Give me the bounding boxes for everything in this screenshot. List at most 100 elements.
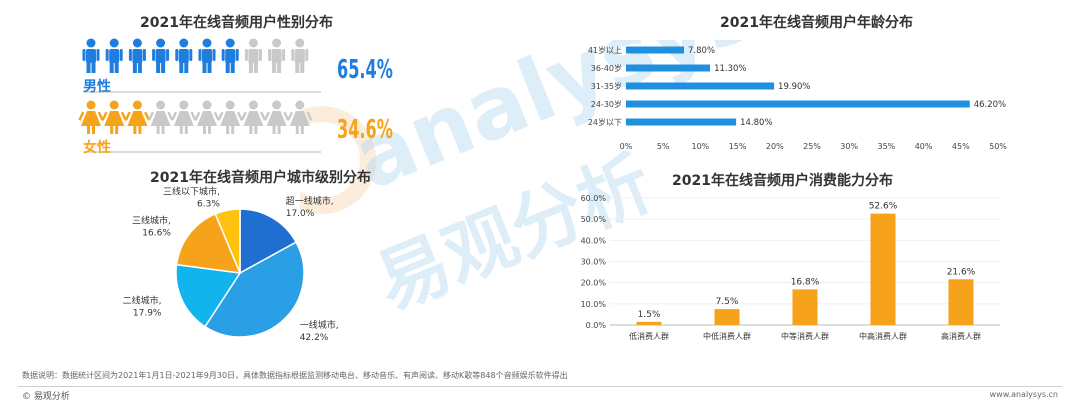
- pie-value-label: 6.3%: [197, 200, 220, 210]
- consumption-bar: [636, 321, 662, 325]
- age-value-label: 14.80%: [740, 118, 772, 128]
- male-person-icon: [268, 38, 286, 73]
- consumption-category-label: 中低消费人群: [703, 331, 751, 341]
- consumption-category-label: 高消费人群: [941, 331, 981, 341]
- consumption-value-label: 1.5%: [638, 310, 661, 320]
- age-x-tick: 50%: [989, 142, 1007, 151]
- consumption-value-label: 16.8%: [791, 277, 820, 287]
- male-label: 男性: [83, 78, 111, 95]
- male-person-icon: [105, 38, 123, 73]
- age-category-label: 24-30岁: [591, 99, 622, 109]
- consumption-y-tick: 30.0%: [581, 258, 607, 267]
- consumption-y-tick: 20.0%: [581, 279, 607, 288]
- pie-label: 三线城市,: [132, 215, 171, 227]
- age-category-label: 36-40岁: [591, 63, 622, 73]
- consumption-value-label: 52.6%: [869, 202, 898, 212]
- age-value-label: 7.80%: [688, 46, 715, 56]
- consumption-y-tick: 60.0%: [581, 194, 607, 203]
- male-person-icon: [152, 38, 170, 73]
- pie-slice: [239, 208, 298, 275]
- age-x-tick: 10%: [692, 142, 710, 151]
- pie-value-label: 17.0%: [286, 209, 315, 219]
- female-icon-row: [78, 100, 313, 134]
- age-x-tick: 30%: [840, 142, 858, 151]
- age-category-label: 41岁以上: [588, 45, 622, 55]
- consumption-value-label: 21.6%: [947, 267, 976, 277]
- city-tier-title: 2021年在线音频用户城市级别分布: [150, 170, 371, 186]
- city-tier-pie-chart: 超一线城市, 17.0% 一线城市, 42.2% 二线城市, 17.9% 三线城市, 16.6…: [123, 186, 339, 344]
- age-bar: [626, 118, 737, 126]
- age-bar: [626, 82, 775, 90]
- consumption-bar: [870, 213, 896, 325]
- pie-label: 三线以下城市,: [163, 186, 220, 198]
- age-bar: [626, 100, 970, 108]
- footer-divider: [18, 386, 1062, 387]
- male-person-icon: [198, 38, 216, 73]
- female-person-icon: [147, 100, 174, 134]
- female-person-icon: [171, 100, 197, 134]
- female-label: 女性: [83, 139, 111, 156]
- female-person-icon: [217, 100, 243, 134]
- age-bar-chart: 41岁以上 36-40岁 31-35岁 24-30岁 24岁以下 7.80% 11.30%…: [588, 45, 1007, 151]
- consumption-bar: [948, 279, 974, 325]
- gender-title: 2021年在线音频用户性别分布: [140, 15, 333, 31]
- pie-slice: [203, 241, 305, 338]
- age-x-tick: 0%: [620, 142, 633, 151]
- age-value-label: 19.90%: [778, 82, 810, 92]
- gender-chart: 男性 65.4% 女性 34.6%: [78, 38, 393, 156]
- consumption-y-tick: 50.0%: [581, 215, 607, 224]
- age-x-tick: 40%: [915, 142, 933, 151]
- age-x-tick: 20%: [766, 142, 784, 151]
- consumption-bar: [792, 289, 818, 325]
- consumption-y-tick: 0.0%: [586, 321, 607, 330]
- consumption-category-label: 低消费人群: [629, 331, 669, 341]
- age-x-tick: 35%: [878, 142, 896, 151]
- age-value-label: 11.30%: [714, 64, 746, 74]
- age-x-tick: 15%: [729, 142, 747, 151]
- female-person-icon: [124, 100, 151, 134]
- female-person-icon: [78, 100, 104, 134]
- age-title: 2021年在线音频用户年龄分布: [720, 15, 913, 31]
- female-percent: 34.6%: [337, 115, 393, 145]
- age-bar: [626, 46, 685, 54]
- consumption-value-label: 7.5%: [716, 297, 739, 307]
- male-percent: 65.4%: [337, 55, 393, 85]
- consumption-bar-chart: 0.0% 10.0% 20.0% 30.0% 40.0% 50.0% 60.0% 1.5% 7…: [581, 194, 1000, 341]
- age-bar: [626, 64, 711, 72]
- website-url: www.analysys.cn: [989, 390, 1058, 399]
- pie-label: 二线城市,: [123, 295, 162, 307]
- female-person-icon: [240, 100, 267, 134]
- consumption-bar: [714, 309, 740, 326]
- male-person-icon: [244, 38, 262, 73]
- pie-label: 一线城市,: [300, 319, 339, 331]
- female-person-icon: [287, 100, 313, 134]
- brand-logo-text: © 易观分析: [22, 392, 70, 402]
- consumption-title: 2021年在线音频用户消费能力分布: [672, 173, 893, 189]
- data-note: 数据说明：数据统计区间为2021年1月1日-2021年9月30日，具体数据指标根…: [22, 371, 568, 380]
- pie-label: 超一线城市,: [286, 195, 334, 207]
- age-category-label: 24岁以下: [588, 117, 622, 127]
- age-x-tick: 25%: [803, 142, 821, 151]
- pie-value-label: 16.6%: [142, 229, 171, 239]
- male-person-icon: [175, 38, 193, 73]
- age-x-tick: 45%: [952, 142, 970, 151]
- age-x-tick: 5%: [657, 142, 670, 151]
- male-icon-row: [82, 38, 309, 73]
- pie-slice: [175, 263, 242, 328]
- age-value-label: 46.20%: [974, 100, 1006, 110]
- male-person-icon: [221, 38, 239, 73]
- age-category-label: 31-35岁: [591, 81, 622, 91]
- consumption-y-tick: 10.0%: [581, 300, 607, 309]
- consumption-y-tick: 40.0%: [581, 236, 607, 245]
- pie-value-label: 42.2%: [300, 333, 329, 343]
- male-person-icon: [128, 38, 146, 73]
- pie-value-label: 17.9%: [133, 309, 162, 319]
- female-person-icon: [263, 100, 290, 134]
- female-person-icon: [101, 100, 127, 134]
- female-person-icon: [194, 100, 220, 134]
- pie-slice: [175, 212, 242, 274]
- male-person-icon: [82, 38, 100, 73]
- pie-slice: [214, 208, 241, 274]
- consumption-category-label: 中高消费人群: [859, 331, 907, 341]
- consumption-category-label: 中等消费人群: [781, 331, 829, 341]
